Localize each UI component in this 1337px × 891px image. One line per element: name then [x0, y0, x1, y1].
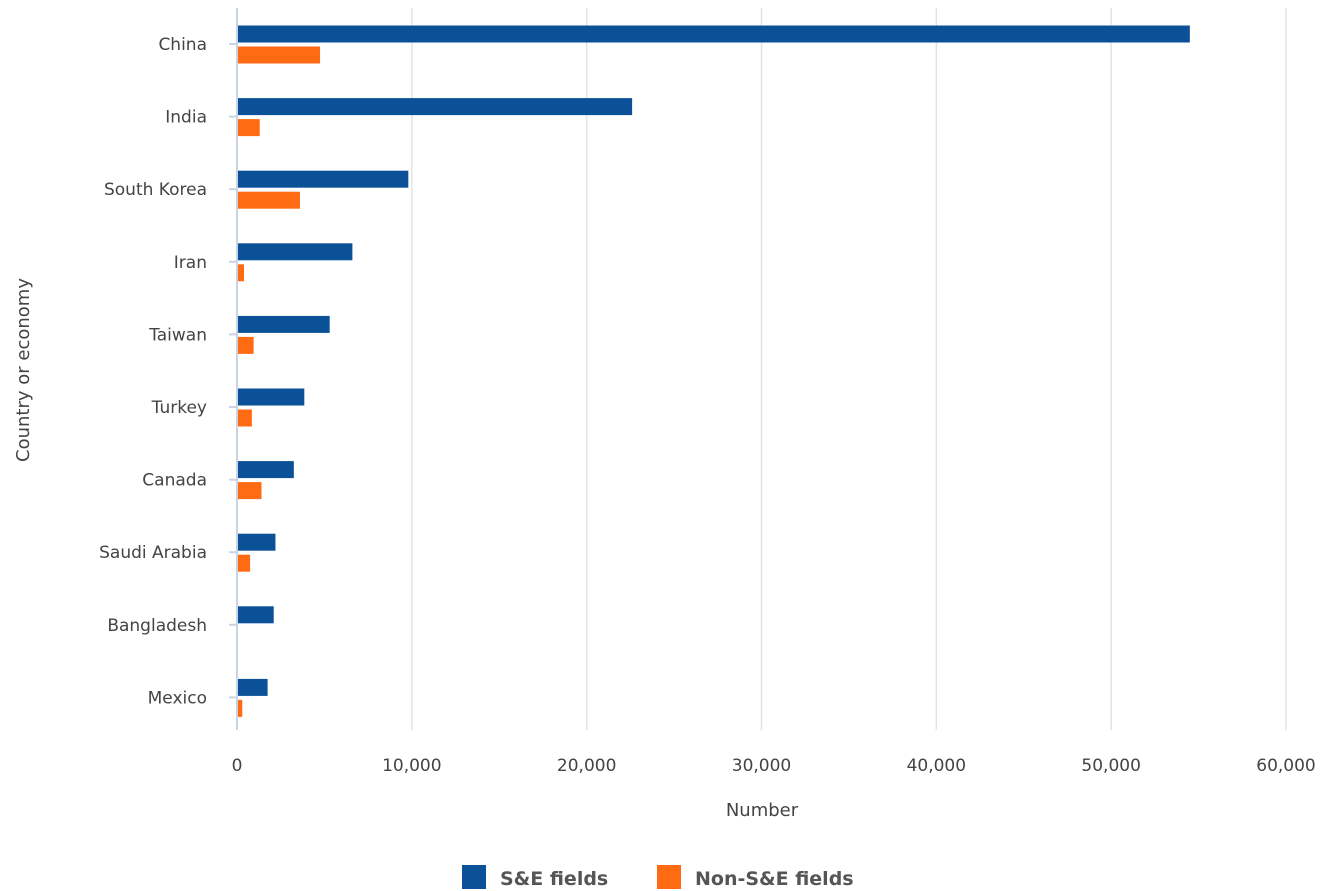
legend-label: Non-S&E fields [695, 868, 854, 890]
x-axis-title: Number [726, 800, 799, 821]
bar-se-fields[interactable] [237, 461, 294, 479]
category-label: Turkey [151, 398, 207, 418]
category-label: Bangladesh [107, 616, 207, 636]
x-tick-label: 0 [232, 756, 243, 776]
labels: 0 10,000 20,000 30,000 40,000 50,000 60,000 Chi… [99, 35, 1316, 776]
legend[interactable]: S&E fields Non-S&E fields [462, 865, 854, 890]
legend-label: S&E fields [500, 868, 608, 890]
legend-item-se-fields[interactable]: S&E fields [462, 865, 608, 890]
category-label: Canada [142, 471, 207, 491]
bar-se-fields[interactable] [237, 315, 330, 333]
x-tick-label: 20,000 [557, 756, 616, 776]
bars [237, 25, 1190, 717]
x-tick-label: 60,000 [1256, 756, 1315, 776]
bar-se-fields[interactable] [237, 98, 633, 116]
legend-item-non-se-fields[interactable]: Non-S&E fields [657, 865, 854, 890]
category-label: Saudi Arabia [99, 543, 207, 563]
x-tick-label: 40,000 [907, 756, 966, 776]
bar-non-se-fields[interactable] [237, 336, 254, 354]
bar-se-fields[interactable] [237, 678, 268, 696]
bar-se-fields[interactable] [237, 25, 1190, 43]
x-tick-label: 30,000 [732, 756, 791, 776]
y-axis-title: Country or economy [13, 278, 34, 462]
bar-non-se-fields[interactable] [237, 409, 252, 427]
bar-se-fields[interactable] [237, 606, 274, 624]
bar-non-se-fields[interactable] [237, 264, 244, 282]
category-label: South Korea [104, 180, 207, 200]
grid-lines [411, 8, 1287, 730]
bar-se-fields[interactable] [237, 533, 276, 551]
category-label: China [158, 35, 207, 55]
bar-se-fields[interactable] [237, 243, 353, 261]
bar-non-se-fields[interactable] [237, 554, 251, 572]
bar-non-se-fields[interactable] [237, 46, 321, 64]
bar-non-se-fields[interactable] [237, 699, 243, 717]
category-label: Iran [174, 253, 207, 273]
category-label: India [165, 108, 207, 128]
legend-swatch [657, 865, 681, 889]
x-tick-label: 50,000 [1081, 756, 1140, 776]
axes [229, 8, 238, 730]
category-label: Mexico [148, 688, 207, 708]
bar-se-fields[interactable] [237, 388, 305, 406]
bar-non-se-fields[interactable] [237, 119, 260, 137]
bar-se-fields[interactable] [237, 170, 409, 188]
x-tick-label: 10,000 [382, 756, 441, 776]
legend-swatch [462, 865, 486, 889]
bar-non-se-fields[interactable] [237, 482, 262, 500]
bar-non-se-fields[interactable] [237, 191, 300, 209]
category-label: Taiwan [148, 325, 207, 345]
